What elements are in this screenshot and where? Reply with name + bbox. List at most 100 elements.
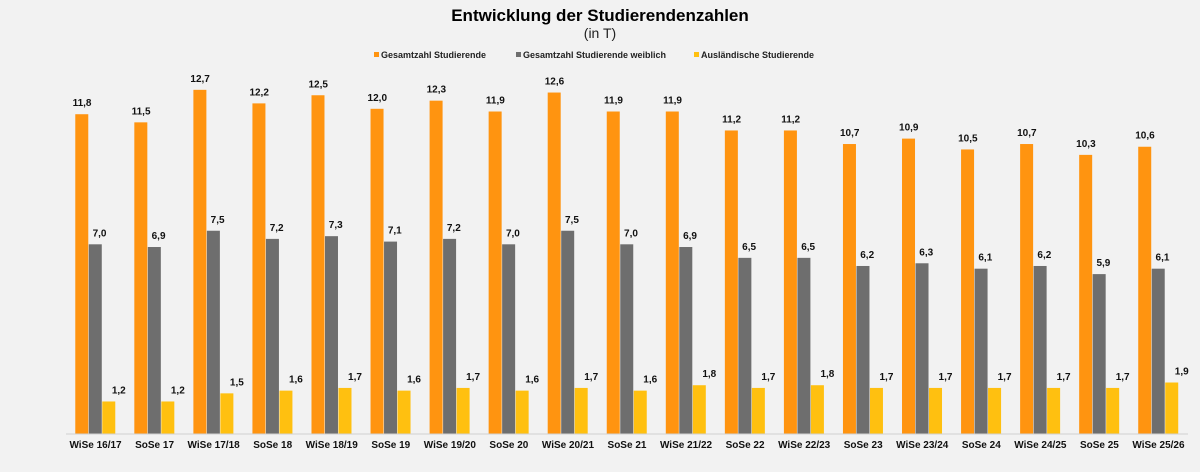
data-label-1-15: 6,1 <box>978 253 992 264</box>
data-label-1-8: 7,5 <box>565 215 579 226</box>
x-tick-label-14: WiSe 23/24 <box>896 440 949 451</box>
legend-label-2: Ausländische Studierende <box>701 50 814 60</box>
data-label-0-16: 10,7 <box>1017 128 1037 139</box>
legend-label-1: Gesamtzahl Studierende weiblich <box>523 50 666 60</box>
bar-1-4 <box>324 236 338 434</box>
bar-2-10 <box>692 385 706 434</box>
legend-label-0: Gesamtzahl Studierende <box>381 50 486 60</box>
x-tick-label-8: WiSe 20/21 <box>542 440 595 451</box>
data-label-1-2: 7,5 <box>211 215 225 226</box>
x-tick-label-10: WiSe 21/22 <box>660 440 713 451</box>
data-label-0-14: 10,9 <box>899 123 919 134</box>
data-label-0-5: 12,0 <box>368 93 388 104</box>
bar-0-4 <box>311 95 325 434</box>
x-axis-ticks: WiSe 16/17 SoSe 17 WiSe 17/18 SoSe 18 WiSe 1… <box>69 440 1185 451</box>
data-label-1-12: 6,5 <box>801 242 815 253</box>
bar-2-16 <box>1047 387 1061 434</box>
data-label-2-0: 1,2 <box>112 385 126 396</box>
data-label-0-18: 10,6 <box>1135 131 1155 142</box>
data-label-2-7: 1,6 <box>525 375 539 386</box>
bar-1-7 <box>502 244 516 434</box>
bar-1-11 <box>738 257 752 434</box>
data-label-0-15: 10,5 <box>958 133 978 144</box>
data-label-1-9: 7,0 <box>624 228 638 239</box>
x-tick-label-6: WiSe 19/20 <box>424 440 477 451</box>
data-label-1-1: 6,9 <box>152 231 166 242</box>
bar-2-8 <box>574 387 588 434</box>
bar-1-12 <box>797 257 811 434</box>
data-label-2-2: 1,5 <box>230 377 244 388</box>
bar-1-5 <box>384 241 398 434</box>
data-label-0-6: 12,3 <box>427 85 447 96</box>
bar-2-9 <box>633 390 647 434</box>
data-label-1-7: 7,0 <box>506 228 520 239</box>
data-label-1-5: 7,1 <box>388 226 402 237</box>
bar-1-6 <box>443 238 457 434</box>
x-tick-label-12: WiSe 22/23 <box>778 440 831 451</box>
data-label-1-16: 6,2 <box>1037 250 1051 261</box>
legend: Gesamtzahl Studierende Gesamtzahl Studier… <box>374 50 814 60</box>
bar-0-9 <box>606 111 620 434</box>
data-label-0-2: 12,7 <box>190 74 210 85</box>
bar-0-10 <box>665 111 679 434</box>
data-label-2-11: 1,7 <box>761 372 775 383</box>
bar-0-15 <box>961 149 975 434</box>
data-label-2-15: 1,7 <box>998 372 1012 383</box>
bar-0-17 <box>1079 154 1093 434</box>
data-label-1-3: 7,2 <box>270 223 284 234</box>
bars: 11,8 7,0 1,2 11,5 6,9 1,2 12,7 7,5 1,5 12,2 7,2 1,6… <box>73 74 1189 435</box>
data-label-1-4: 7,3 <box>329 220 343 231</box>
legend-swatch-1 <box>516 52 521 57</box>
data-label-1-17: 5,9 <box>1096 258 1110 269</box>
bar-2-13 <box>869 387 883 434</box>
bar-2-1 <box>161 401 175 434</box>
bar-1-3 <box>265 238 279 434</box>
bar-1-17 <box>1092 274 1106 434</box>
bar-1-1 <box>147 247 161 434</box>
bar-2-12 <box>810 385 824 434</box>
x-tick-label-11: SoSe 22 <box>726 440 765 451</box>
bar-2-14 <box>929 387 943 434</box>
bar-0-2 <box>193 89 207 434</box>
data-label-1-0: 7,0 <box>93 228 107 239</box>
x-tick-label-4: WiSe 18/19 <box>306 440 359 451</box>
bar-2-7 <box>515 390 529 434</box>
bar-1-0 <box>88 244 102 434</box>
bar-1-15 <box>974 268 988 434</box>
data-label-0-9: 11,9 <box>604 96 623 107</box>
chart-title: Entwicklung der Studierendenzahlen <box>451 6 749 25</box>
bar-2-17 <box>1106 387 1120 434</box>
data-label-2-16: 1,7 <box>1057 372 1071 383</box>
legend-swatch-2 <box>694 52 699 57</box>
bar-2-4 <box>338 387 352 434</box>
data-label-1-10: 6,9 <box>683 231 697 242</box>
data-label-0-11: 11,2 <box>722 114 741 125</box>
data-label-2-3: 1,6 <box>289 375 303 386</box>
data-label-0-12: 11,2 <box>781 114 800 125</box>
bar-0-1 <box>134 122 148 434</box>
data-label-0-7: 11,9 <box>486 96 505 107</box>
bar-1-13 <box>856 265 870 434</box>
bar-0-13 <box>842 144 856 434</box>
bar-1-8 <box>561 230 575 434</box>
bar-0-16 <box>1020 144 1034 434</box>
bar-0-14 <box>902 138 916 435</box>
bar-0-7 <box>488 111 502 434</box>
bar-0-6 <box>429 100 443 435</box>
x-tick-label-5: SoSe 19 <box>371 440 410 451</box>
data-label-1-6: 7,2 <box>447 223 461 234</box>
x-tick-label-2: WiSe 17/18 <box>188 440 241 451</box>
x-tick-label-3: SoSe 18 <box>253 440 292 451</box>
bar-1-2 <box>206 230 220 434</box>
data-label-2-9: 1,6 <box>643 375 657 386</box>
bar-0-8 <box>547 92 561 434</box>
data-label-2-14: 1,7 <box>939 372 953 383</box>
x-tick-label-15: SoSe 24 <box>962 440 1001 451</box>
bar-2-6 <box>456 387 470 434</box>
bar-0-0 <box>75 114 89 434</box>
bar-2-18 <box>1165 382 1179 434</box>
bar-0-5 <box>370 108 384 435</box>
bar-2-3 <box>279 390 293 434</box>
bar-1-18 <box>1151 268 1165 434</box>
chart-subtitle: (in T) <box>584 25 616 41</box>
